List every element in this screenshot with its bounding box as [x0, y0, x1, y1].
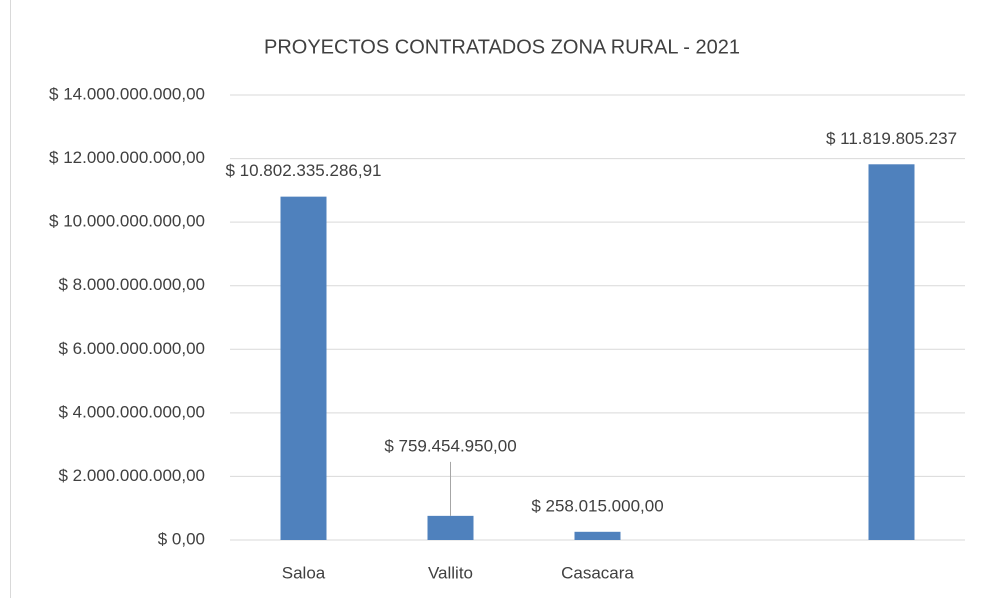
- value-label: $ 258.015.000,00: [531, 496, 663, 515]
- y-tick-label: $ 2.000.000.000,00: [58, 466, 205, 485]
- value-label: $ 10.802.335.286,91: [226, 161, 382, 180]
- y-tick-label: $ 0,00: [158, 529, 205, 548]
- bar: [280, 196, 327, 540]
- x-tick-label: Saloa: [282, 563, 326, 582]
- bar: [427, 515, 474, 540]
- bar: [574, 531, 621, 540]
- x-tick-label: Vallito: [428, 563, 473, 582]
- y-tick-label: $ 6.000.000.000,00: [58, 339, 205, 358]
- value-label: $ 759.454.950,00: [384, 436, 516, 455]
- y-tick-label: $ 4.000.000.000,00: [58, 402, 205, 421]
- y-tick-label: $ 14.000.000.000,00: [49, 84, 205, 103]
- x-tick-label: Casacara: [561, 563, 634, 582]
- y-tick-label: $ 10.000.000.000,00: [49, 212, 205, 231]
- value-label: $ 11.819.805.237: [826, 129, 957, 148]
- chart-title: PROYECTOS CONTRATADOS ZONA RURAL - 2021: [264, 36, 740, 58]
- bar: [868, 164, 915, 540]
- y-tick-label: $ 8.000.000.000,00: [58, 275, 205, 294]
- y-tick-label: $ 12.000.000.000,00: [49, 148, 205, 167]
